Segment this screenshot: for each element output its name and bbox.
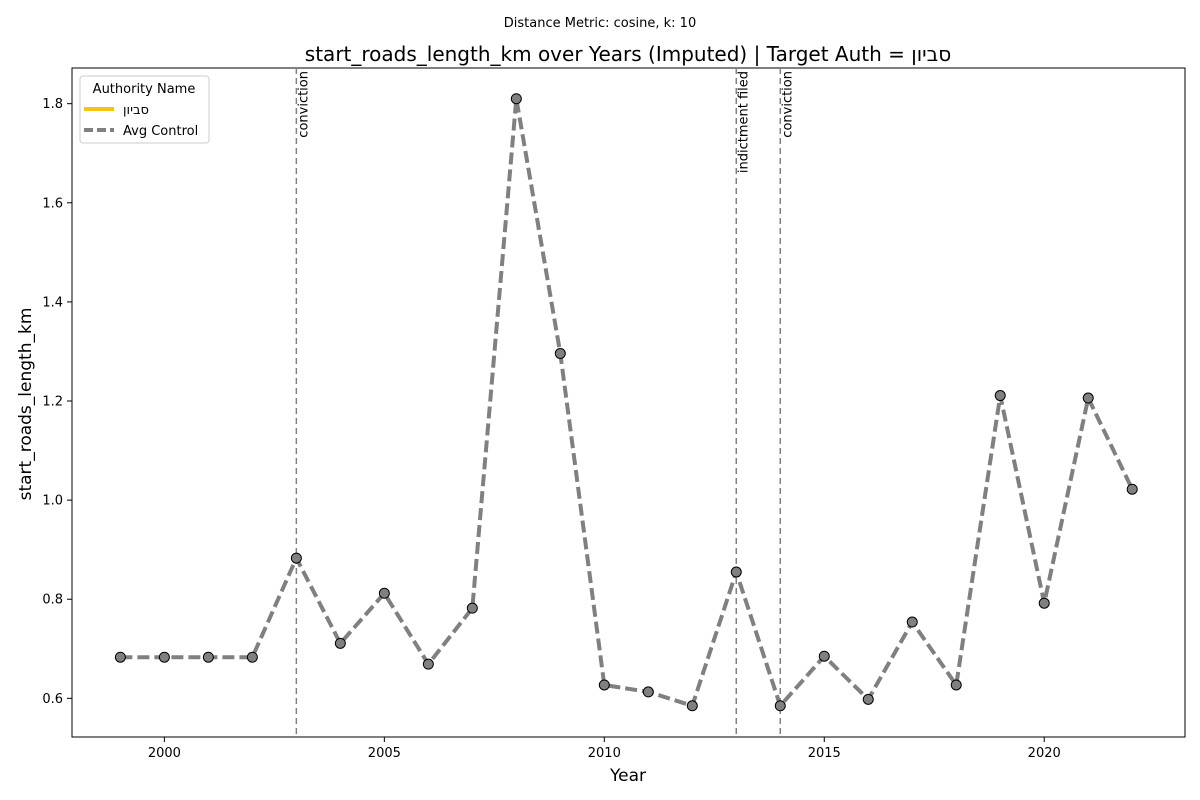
y-axis: 0.6 0.8 1.0 1.2 1.4 1.6 1.8 — [42, 97, 72, 707]
data-point — [1082, 392, 1094, 404]
y-tick-label: 0.6 — [42, 692, 63, 707]
legend-title: Authority Name — [93, 82, 196, 97]
x-tick-label: 2020 — [1028, 746, 1061, 761]
event-label: indictment filed — [736, 71, 751, 173]
data-point — [202, 651, 214, 663]
x-tick-label: 2005 — [368, 746, 401, 761]
plot-area: conviction indictment filed conviction — [71, 67, 1186, 738]
legend: Authority Name סביון Avg Control — [79, 75, 210, 144]
legend-label-target: סביון — [123, 103, 149, 118]
data-point — [906, 616, 918, 628]
y-tick-label: 1.6 — [42, 196, 63, 211]
data-point — [334, 637, 346, 649]
x-tick-label: 2015 — [808, 746, 841, 761]
event-labels: conviction indictment filed conviction — [296, 71, 795, 173]
x-tick-label: 2010 — [588, 746, 621, 761]
data-point — [422, 658, 434, 670]
data-point — [994, 390, 1006, 402]
data-point — [1126, 483, 1138, 495]
data-point — [510, 93, 522, 105]
series-line — [120, 96, 1135, 708]
legend-label-avg-control: Avg Control — [123, 124, 198, 139]
data-point — [246, 651, 258, 663]
data-point — [1038, 597, 1050, 609]
x-tick-label: 2000 — [148, 746, 181, 761]
data-point — [774, 700, 786, 712]
x-axis-label: Year — [609, 766, 646, 786]
y-tick-label: 1.0 — [42, 494, 63, 509]
data-point — [554, 347, 566, 359]
figure-suptitle: Distance Metric: cosine, k: 10 — [504, 16, 696, 31]
data-point — [862, 693, 874, 705]
data-point — [378, 587, 390, 599]
data-point — [466, 602, 478, 614]
data-point — [686, 700, 698, 712]
chart-title: start_roads_length_km over Years (Impute… — [305, 42, 951, 66]
plot-frame — [71, 67, 1186, 738]
y-tick-label: 1.4 — [42, 295, 63, 310]
y-axis-label: start_roads_length_km — [16, 308, 36, 501]
y-tick-label: 1.8 — [42, 97, 63, 112]
data-point — [598, 679, 610, 691]
event-lines — [295, 68, 782, 737]
series-layer — [114, 93, 1138, 712]
data-point — [642, 686, 654, 698]
x-axis: 2000 2005 2010 2015 2020 — [148, 737, 1061, 761]
data-point — [114, 651, 126, 663]
data-point — [950, 679, 962, 691]
data-point — [730, 566, 742, 578]
y-tick-label: 0.8 — [42, 593, 63, 608]
legend-box — [79, 75, 210, 144]
data-point — [818, 650, 830, 662]
event-label: conviction — [296, 71, 311, 138]
y-tick-label: 1.2 — [42, 395, 63, 410]
data-point — [158, 651, 170, 663]
data-point — [290, 552, 302, 564]
event-label: conviction — [780, 71, 795, 138]
